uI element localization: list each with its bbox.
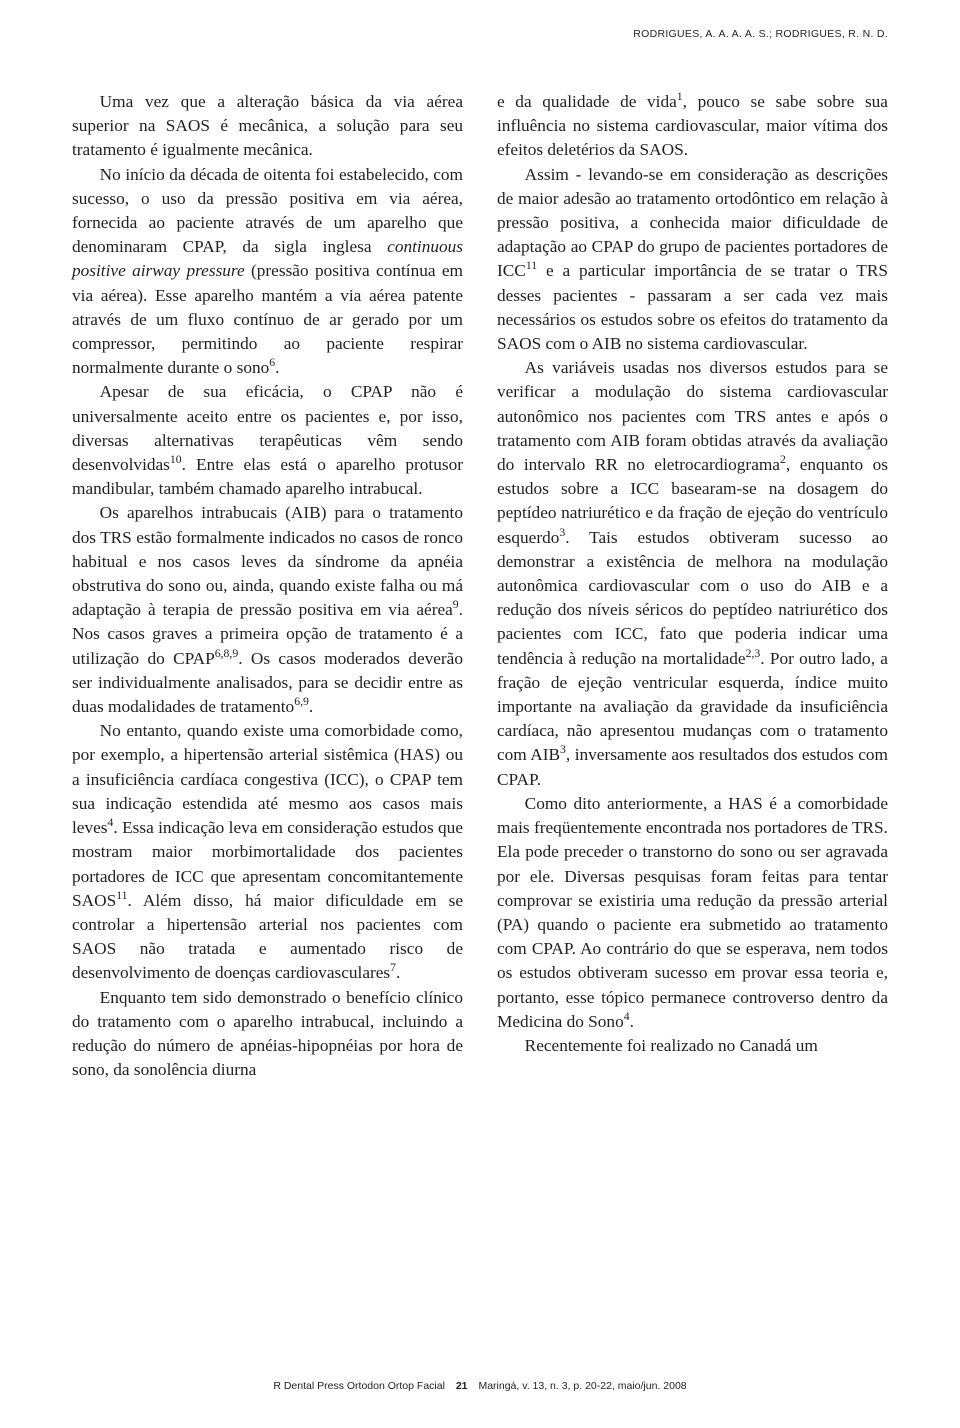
paragraph: Assim - levando-se em consideração as de… [497,163,888,357]
right-column: e da qualidade de vida1, pouco se sabe s… [497,90,888,1082]
paragraph: Como dito anteriormente, a HAS é a comor… [497,792,888,1034]
paragraph: Recentemente foi realizado no Canadá um [497,1034,888,1058]
paragraph: Os aparelhos intrabucais (AIB) para o tr… [72,501,463,719]
paragraph: Uma vez que a alteração básica da via aé… [72,90,463,163]
body-columns: Uma vez que a alteração básica da via aé… [72,90,888,1082]
footer-journal: R Dental Press Ortodon Ortop Facial [273,1380,445,1392]
paragraph: No entanto, quando existe uma comorbidad… [72,719,463,985]
footer-page-number: 21 [456,1380,468,1392]
paragraph: No início da década de oitenta foi estab… [72,163,463,381]
paragraph: As variáveis usadas nos diversos estudos… [497,356,888,792]
running-head: RODRIGUES, A. A. A. A. S.; RODRIGUES, R.… [633,28,888,40]
footer-issue: Maringá, v. 13, n. 3, p. 20-22, maio/jun… [478,1380,686,1392]
paragraph: e da qualidade de vida1, pouco se sabe s… [497,90,888,163]
left-column: Uma vez que a alteração básica da via aé… [72,90,463,1082]
paragraph: Apesar de sua eficácia, o CPAP não é uni… [72,380,463,501]
paragraph: Enquanto tem sido demonstrado o benefíci… [72,986,463,1083]
page-footer: R Dental Press Ortodon Ortop Facial 21 M… [0,1380,960,1392]
